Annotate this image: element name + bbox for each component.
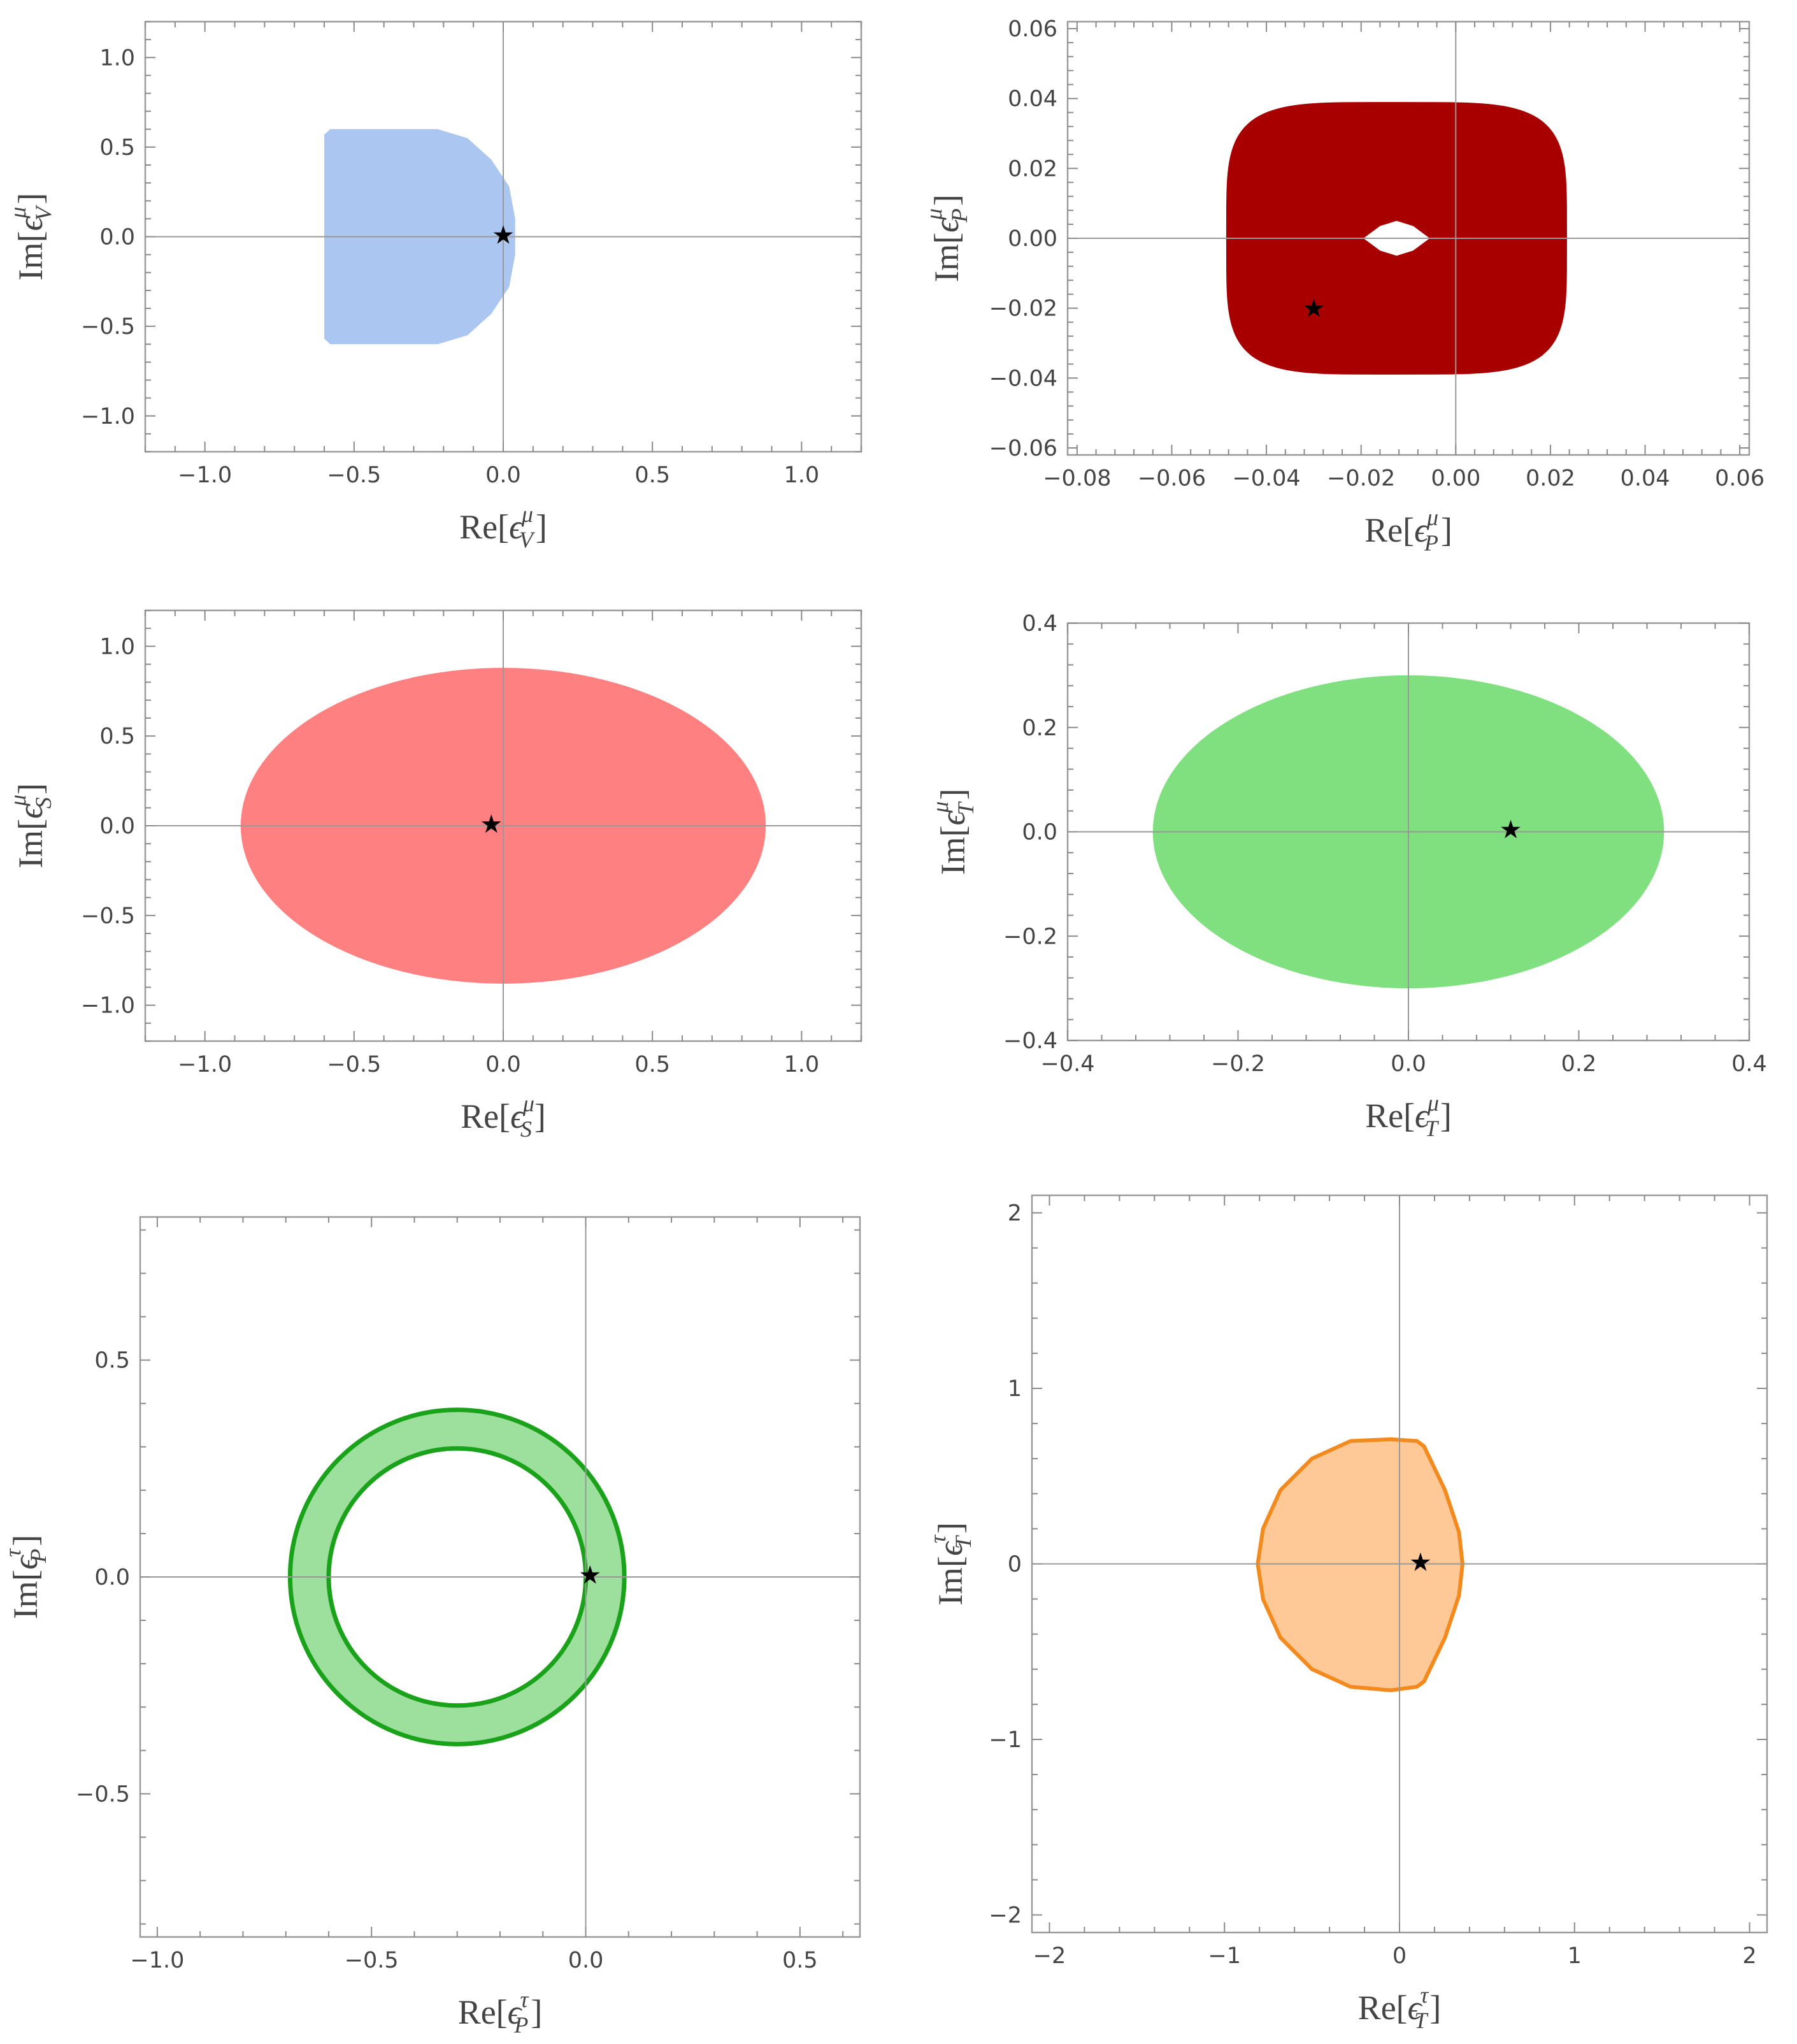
x-tick-label-0: 0.0: [485, 1052, 521, 1077]
y-tick-label--0-2: −0.2: [1003, 924, 1057, 949]
x-tick-label-0: 0.00: [1431, 466, 1480, 491]
y-tick-label--0-4: −0.4: [1003, 1028, 1057, 1054]
best-fit-star: ★: [492, 221, 515, 250]
best-fit-star: ★: [1409, 1548, 1432, 1578]
x-tick-label-0-5: 0.5: [634, 463, 670, 488]
x-tick-label--1: −1: [1208, 1943, 1241, 1969]
y-tick-label--0-5: −0.5: [76, 1781, 130, 1807]
x-tick-label-0: 0.0: [485, 463, 521, 488]
y-tick-label-1: 1: [1008, 1376, 1022, 1402]
y-tick-label-0-06: 0.06: [1008, 17, 1057, 42]
y-axis-label: Im[ϵμT]: [927, 789, 978, 875]
y-tick-label-0: 0: [1008, 1552, 1022, 1578]
x-tick-label--0-5: −0.5: [327, 463, 381, 488]
x-axis-label: Re[ϵμ P]: [1364, 505, 1452, 556]
plot-area: [145, 610, 861, 1041]
y-axis-label: Im[ϵτT]: [925, 1522, 976, 1606]
x-tick-label-2: 2: [1742, 1943, 1756, 1969]
y-tick-label--0-02: −0.02: [989, 296, 1057, 322]
best-fit-star: ★: [1500, 815, 1522, 844]
y-tick-label--0-5: −0.5: [81, 903, 135, 929]
x-tick-label-1: 1.0: [784, 1052, 819, 1077]
y-tick-label-0: 0.00: [1008, 226, 1057, 252]
x-axis-label: Re[ϵτ T]: [1358, 1982, 1442, 2033]
x-tick-label-0-02: 0.02: [1526, 466, 1575, 491]
x-tick-label--2: −2: [1033, 1943, 1066, 1969]
y-tick-label-0-4: 0.4: [1022, 611, 1057, 637]
x-tick-label--0-5: −0.5: [345, 1948, 399, 1973]
y-tick-label--0-06: −0.06: [989, 436, 1057, 461]
x-tick-label--0-08: −0.08: [1043, 466, 1111, 491]
x-axis-label: Re[ϵτ P]: [458, 1987, 543, 2038]
best-fit-star: ★: [578, 1561, 601, 1590]
panel-tensor-muon: −0.4 −0.2 0.0 0.2 0.4 −0.4 −0.2 0.0 0.2 0.4 Re[ϵμ T…: [927, 611, 1767, 1141]
x-tick-label-0-2: 0.2: [1561, 1051, 1597, 1077]
y-tick-label-0-5: 0.5: [94, 1348, 130, 1374]
x-axis-label: Re[ϵμ V]: [459, 501, 547, 552]
x-tick-label-0: 0.0: [568, 1948, 604, 1973]
y-tick-label-2: 2: [1008, 1201, 1022, 1227]
y-tick-label-0-2: 0.2: [1022, 716, 1057, 741]
x-tick-label--1: −1.0: [130, 1948, 184, 1973]
y-axis-label: Im[ϵμV]: [5, 193, 56, 281]
y-tick-label--0-5: −0.5: [81, 314, 135, 340]
panel-pseudoscalar-muon: −0.08 −0.06 −0.04 −0.02 0.00 0.02 0.04 0.06 −0.0…: [921, 17, 1765, 556]
x-tick-label-1: 1: [1568, 1943, 1582, 1969]
best-fit-star: ★: [1302, 294, 1325, 324]
x-tick-label--0-06: −0.06: [1138, 466, 1206, 491]
x-axis-label: Re[ϵμ S]: [461, 1091, 546, 1142]
panel-scalar-muon: −1.0 −0.5 0.0 0.5 1.0 −1.0 −0.5 0.0 0.5 1.0 Re[ϵμ S…: [5, 609, 863, 1142]
y-tick-label-0-5: 0.5: [99, 135, 135, 161]
panel-tensor-tau: −2 −1 0 1 2 −2 −1 0 1 2 Re[ϵτ T] Im[ϵτT] ★: [925, 1194, 1768, 2033]
allowed-region: [1256, 1437, 1464, 1692]
x-tick-label-0-5: 0.5: [782, 1948, 818, 1973]
x-tick-label--1: −1.0: [178, 1052, 232, 1077]
y-axis-label: Im[ϵμS]: [5, 783, 56, 868]
x-tick-label-0-5: 0.5: [634, 1052, 670, 1077]
x-tick-label-1: 1.0: [784, 463, 819, 488]
y-tick-label--2: −2: [989, 1903, 1022, 1928]
y-axis-label: Im[ϵμP]: [921, 194, 972, 282]
y-tick-label-1: 1.0: [99, 634, 135, 659]
plot-area: [1068, 623, 1749, 1040]
x-tick-label-0: 0.0: [1391, 1051, 1426, 1077]
x-tick-label--0-5: −0.5: [327, 1052, 381, 1077]
panel-vector-muon: −1.0 −0.5 0.0 0.5 1.0 −1.0 −0.5 0.0 0.5 1.0 Re[ϵμ V…: [5, 20, 863, 552]
y-tick-label-0-5: 0.5: [99, 724, 135, 749]
allowed-region: [1226, 102, 1567, 375]
plot-area: [1068, 22, 1749, 455]
x-tick-label--0-04: −0.04: [1232, 466, 1300, 491]
y-tick-label-1: 1.0: [99, 45, 135, 71]
best-fit-star: ★: [480, 810, 503, 839]
y-tick-label--1: −1.0: [81, 993, 135, 1019]
panel-pseudoscalar-tau: −1.0 −0.5 0.0 0.5 −0.5 0.0 0.5 Re[ϵτ P] Im[ϵτP] ★: [0, 1216, 861, 2038]
x-tick-label--0-4: −0.4: [1041, 1051, 1095, 1077]
y-tick-label-0-04: 0.04: [1008, 87, 1057, 112]
x-tick-label-0-4: 0.4: [1731, 1051, 1767, 1077]
y-tick-label--1: −1.0: [81, 404, 135, 429]
y-tick-label--1: −1: [989, 1727, 1022, 1753]
x-tick-label-0: 0: [1392, 1943, 1407, 1969]
x-axis-label: Re[ϵμ T]: [1365, 1090, 1452, 1141]
plot-area: [140, 1217, 860, 1937]
plot-area: [145, 22, 861, 452]
y-tick-label-0: 0.0: [1022, 820, 1057, 846]
x-tick-label-0-06: 0.06: [1715, 466, 1765, 491]
x-tick-label--0-02: −0.02: [1327, 466, 1395, 491]
y-tick-label-0: 0.0: [94, 1565, 130, 1590]
x-tick-label--0-2: −0.2: [1211, 1051, 1265, 1077]
y-tick-label-0: 0.0: [99, 225, 135, 250]
y-tick-label-0: 0.0: [99, 814, 135, 839]
x-tick-label--1: −1.0: [178, 463, 232, 488]
y-tick-label-0-02: 0.02: [1008, 156, 1057, 182]
x-tick-label-0-04: 0.04: [1621, 466, 1670, 491]
y-axis-label: Im[ϵτP]: [0, 1535, 51, 1620]
plot-area: [1032, 1195, 1767, 1932]
y-tick-label--0-04: −0.04: [989, 366, 1057, 391]
